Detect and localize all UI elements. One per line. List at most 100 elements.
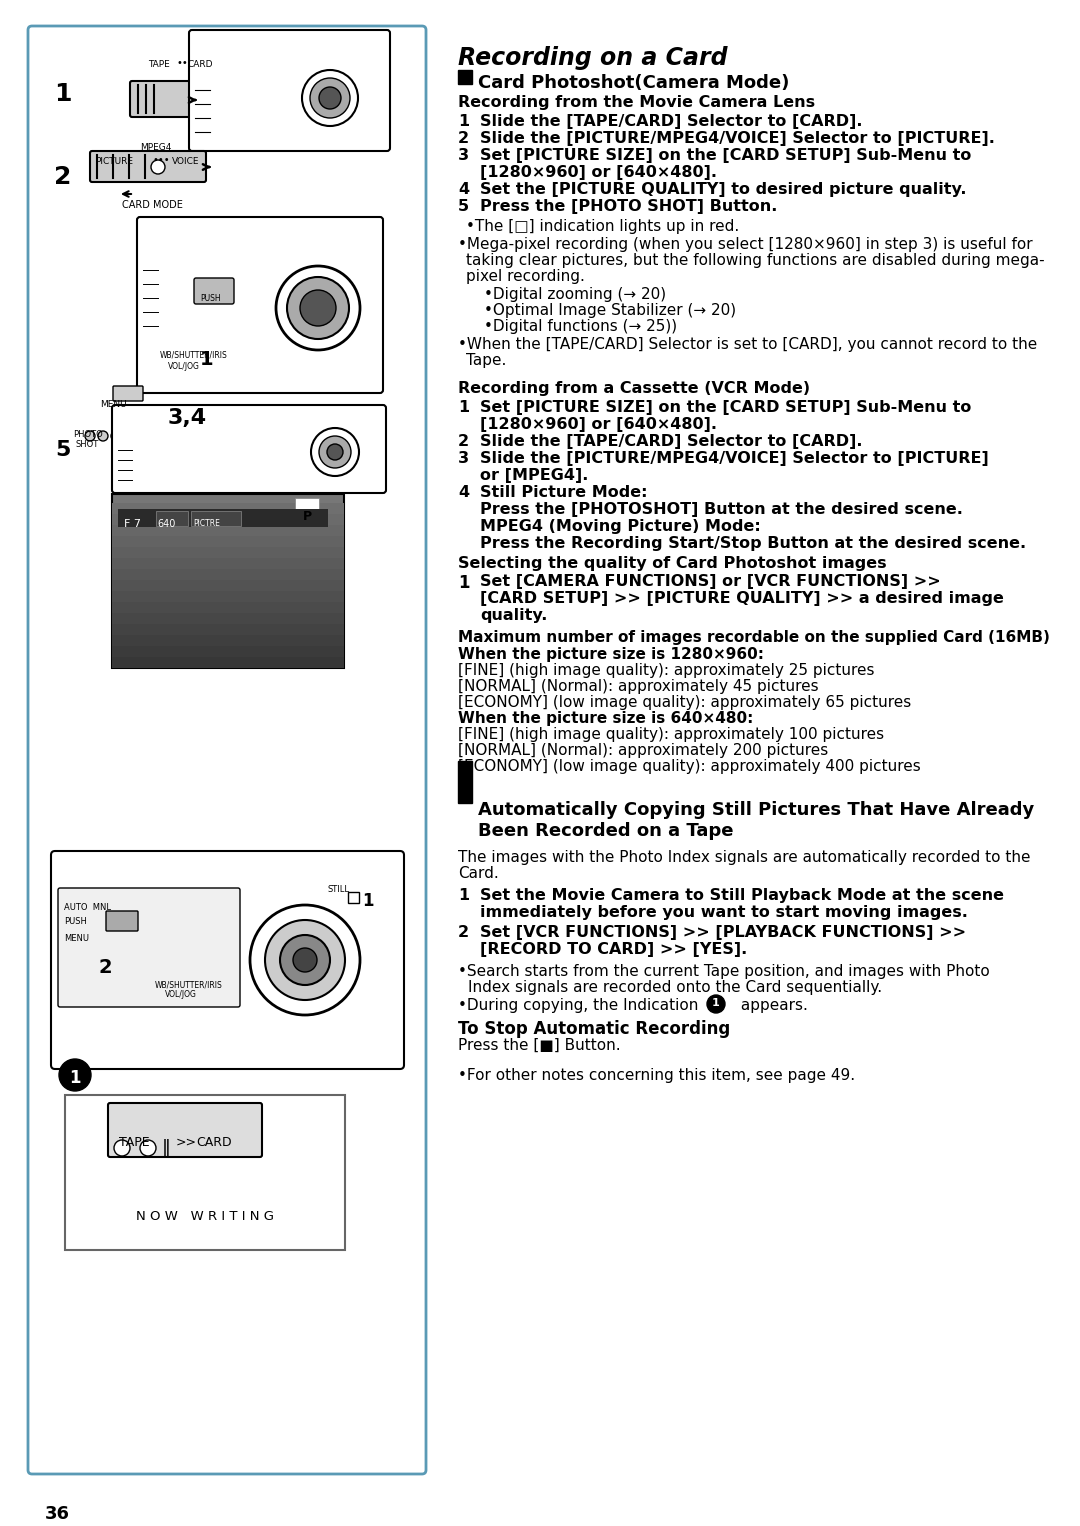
Text: N O W   W R I T I N G: N O W W R I T I N G (136, 1210, 274, 1222)
Bar (112, 591, 345, 601)
Text: appears.: appears. (735, 998, 808, 1013)
Text: Recording from a Cassette (VCR Mode): Recording from a Cassette (VCR Mode) (458, 382, 810, 397)
Text: 2: 2 (458, 925, 469, 940)
Text: quality.: quality. (480, 607, 548, 623)
FancyBboxPatch shape (137, 217, 383, 394)
Bar (112, 536, 345, 546)
Text: 36: 36 (45, 1505, 70, 1523)
Text: Maximum number of images recordable on the supplied Card (16MB): Maximum number of images recordable on t… (458, 630, 1050, 645)
Text: MENU: MENU (100, 400, 126, 409)
Text: •Mega-pixel recording (when you select [1280×960] in step 3) is useful for: •Mega-pixel recording (when you select [… (458, 237, 1032, 252)
Text: 1: 1 (458, 400, 469, 415)
Circle shape (111, 430, 121, 441)
Text: 4: 4 (458, 182, 469, 197)
Text: >>: >> (176, 1135, 197, 1149)
Circle shape (151, 160, 165, 174)
Text: •When the [TAPE/CARD] Selector is set to [CARD], you cannot record to the: •When the [TAPE/CARD] Selector is set to… (458, 337, 1037, 353)
Text: •Digital functions (→ 25)): •Digital functions (→ 25)) (484, 319, 677, 334)
Text: •Search starts from the current Tape position, and images with Photo: •Search starts from the current Tape pos… (458, 964, 989, 980)
Circle shape (302, 70, 357, 127)
Bar (156, 511, 188, 526)
Text: 1: 1 (458, 114, 469, 130)
Circle shape (85, 430, 95, 441)
Bar (112, 645, 345, 658)
Bar (112, 613, 345, 624)
Text: MPEG4: MPEG4 (140, 143, 172, 153)
Text: immediately before you want to start moving images.: immediately before you want to start mov… (480, 905, 968, 920)
Text: 1: 1 (200, 349, 214, 369)
Text: [FINE] (high image quality): approximately 25 pictures: [FINE] (high image quality): approximate… (458, 662, 875, 678)
FancyBboxPatch shape (90, 151, 206, 182)
Text: Press the Recording Start/Stop Button at the desired scene.: Press the Recording Start/Stop Button at… (480, 536, 1026, 551)
Text: •During copying, the Indication: •During copying, the Indication (458, 998, 703, 1013)
Text: Press the [PHOTOSHOT] Button at the desired scene.: Press the [PHOTOSHOT] Button at the desi… (480, 502, 963, 517)
Bar (348, 893, 359, 903)
Text: [ECONOMY] (low image quality): approximately 65 pictures: [ECONOMY] (low image quality): approxima… (458, 694, 912, 710)
FancyBboxPatch shape (130, 81, 192, 118)
Text: Press the [■] Button.: Press the [■] Button. (458, 1038, 621, 1053)
Text: PUSH: PUSH (64, 917, 86, 926)
Text: ••: •• (177, 58, 189, 69)
Text: 2: 2 (54, 165, 71, 189)
Circle shape (311, 427, 359, 476)
Text: •Digital zooming (→ 20): •Digital zooming (→ 20) (484, 287, 666, 302)
Text: TAPE: TAPE (119, 1135, 150, 1149)
Circle shape (707, 995, 725, 1013)
Text: PICTRE: PICTRE (193, 519, 220, 528)
Text: •••: ••• (153, 156, 171, 165)
Text: 1: 1 (362, 893, 374, 909)
Text: Set [CAMERA FUNCTIONS] or [VCR FUNCTIONS] >>: Set [CAMERA FUNCTIONS] or [VCR FUNCTIONS… (480, 574, 941, 589)
Circle shape (280, 935, 330, 984)
Text: MPEG4 (Moving Picture) Mode:: MPEG4 (Moving Picture) Mode: (480, 519, 760, 534)
Text: CARD: CARD (195, 1135, 231, 1149)
Bar (112, 624, 345, 635)
Text: [NORMAL] (Normal): approximately 45 pictures: [NORMAL] (Normal): approximately 45 pict… (458, 679, 819, 694)
Text: •Optimal Image Stabilizer (→ 20): •Optimal Image Stabilizer (→ 20) (484, 304, 737, 317)
Text: 1: 1 (712, 998, 720, 1009)
Text: 5: 5 (55, 439, 70, 459)
Text: Tape.: Tape. (465, 353, 507, 368)
Text: When the picture size is 1280×960:: When the picture size is 1280×960: (458, 647, 764, 662)
Text: Slide the [TAPE/CARD] Selector to [CARD].: Slide the [TAPE/CARD] Selector to [CARD]… (480, 114, 863, 130)
Text: Card Photoshot(Camera Mode): Card Photoshot(Camera Mode) (478, 73, 789, 92)
Bar (295, 497, 319, 517)
Circle shape (276, 266, 360, 349)
Text: F 7: F 7 (124, 519, 141, 530)
Text: Press the [PHOTO SHOT] Button.: Press the [PHOTO SHOT] Button. (480, 198, 778, 214)
Circle shape (327, 444, 343, 459)
Bar (112, 635, 345, 645)
Text: Been Recorded on a Tape: Been Recorded on a Tape (478, 823, 733, 839)
Text: 2: 2 (458, 433, 469, 449)
Text: 2: 2 (458, 131, 469, 146)
Circle shape (319, 436, 351, 468)
Text: P: P (302, 510, 311, 523)
Text: Slide the [PICTURE/MPEG4/VOICE] Selector to [PICTURE]: Slide the [PICTURE/MPEG4/VOICE] Selector… (480, 452, 989, 465)
Text: AUTO  MNL: AUTO MNL (64, 903, 111, 913)
Circle shape (249, 905, 360, 1015)
Text: 4: 4 (458, 485, 469, 501)
Text: Recording from the Movie Camera Lens: Recording from the Movie Camera Lens (458, 95, 815, 110)
Text: 3,4: 3,4 (168, 407, 207, 427)
Text: PICTURE: PICTURE (95, 157, 133, 166)
Text: 1: 1 (54, 82, 71, 105)
FancyBboxPatch shape (112, 404, 386, 493)
Text: CARD: CARD (188, 60, 214, 69)
FancyBboxPatch shape (58, 888, 240, 1007)
Circle shape (265, 920, 345, 1000)
Circle shape (310, 78, 350, 118)
Text: [1280×960] or [640×480].: [1280×960] or [640×480]. (480, 417, 717, 432)
Bar (118, 510, 328, 526)
Text: Set the [PICTURE QUALITY] to desired picture quality.: Set the [PICTURE QUALITY] to desired pic… (480, 182, 967, 197)
Text: 2: 2 (98, 958, 111, 977)
Text: taking clear pictures, but the following functions are disabled during mega-: taking clear pictures, but the following… (465, 253, 1044, 269)
Circle shape (140, 1140, 156, 1157)
Text: 640: 640 (157, 519, 175, 530)
Circle shape (114, 1140, 130, 1157)
FancyBboxPatch shape (28, 26, 426, 1474)
Text: To Stop Automatic Recording: To Stop Automatic Recording (458, 1019, 730, 1038)
Text: MENU: MENU (64, 934, 89, 943)
Text: The images with the Photo Index signals are automatically recorded to the: The images with the Photo Index signals … (458, 850, 1030, 865)
Text: 1: 1 (69, 1070, 81, 1087)
Bar (65, 1096, 345, 1250)
Circle shape (319, 87, 341, 108)
